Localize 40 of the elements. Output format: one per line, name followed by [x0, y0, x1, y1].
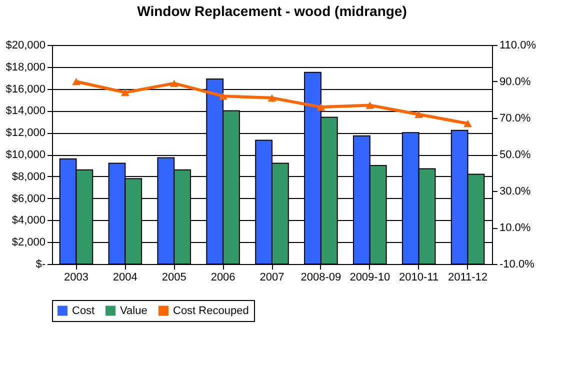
y2-tick-label: 50.0%: [500, 149, 531, 161]
y-tick-label: $10,000: [6, 149, 46, 161]
y2-tick-label: 30.0%: [500, 186, 531, 198]
x-tick-label: 2006: [210, 272, 236, 284]
legend-label: Cost Recouped: [173, 304, 249, 317]
y2-tick-label: 90.0%: [500, 76, 531, 88]
y-tick-label: $18,000: [6, 61, 46, 74]
y-tick-label: $12,000: [6, 127, 46, 140]
y-tick-label: $16,000: [6, 83, 46, 96]
point: [170, 80, 178, 87]
x-tick-label: 2011-12: [448, 272, 488, 284]
point: [120, 88, 130, 96]
x-tick-label: 2004: [112, 272, 138, 284]
x-tick-label: 2010-11: [399, 272, 439, 284]
point: [366, 102, 374, 109]
x-tick-label: 2005: [162, 272, 186, 284]
y2-tick-label: -10.0%: [500, 258, 535, 270]
x-tick-label: 2008-09: [300, 272, 342, 284]
chart-title: Window Replacement - wood (midrange): [137, 3, 407, 19]
x-tick-label: 2003: [64, 272, 88, 284]
x-tick-label: 2009-10: [350, 272, 390, 284]
point: [268, 94, 276, 102]
legend-label: Cost: [72, 304, 95, 317]
y-tick-label: $4,000: [12, 214, 46, 227]
y-tick-label: $6,000: [12, 192, 46, 205]
point: [414, 110, 424, 118]
y-tick-label: $14,000: [6, 105, 46, 118]
y-tick-label: $2,000: [12, 236, 46, 249]
y-tick-label: $20,000: [6, 40, 46, 52]
point: [464, 120, 472, 128]
y2-tick-label: 10.0%: [500, 222, 531, 234]
x-tick-label: 2007: [260, 272, 284, 284]
y-tick-label: $8,000: [12, 170, 46, 183]
point: [218, 92, 228, 100]
point: [316, 103, 326, 111]
legend-label: Value: [120, 304, 148, 317]
y2-tick-label: 110.0%: [500, 40, 536, 52]
point: [72, 78, 80, 86]
y2-tick-label: 70.0%: [500, 112, 531, 124]
y-tick-label: $-: [36, 258, 46, 270]
